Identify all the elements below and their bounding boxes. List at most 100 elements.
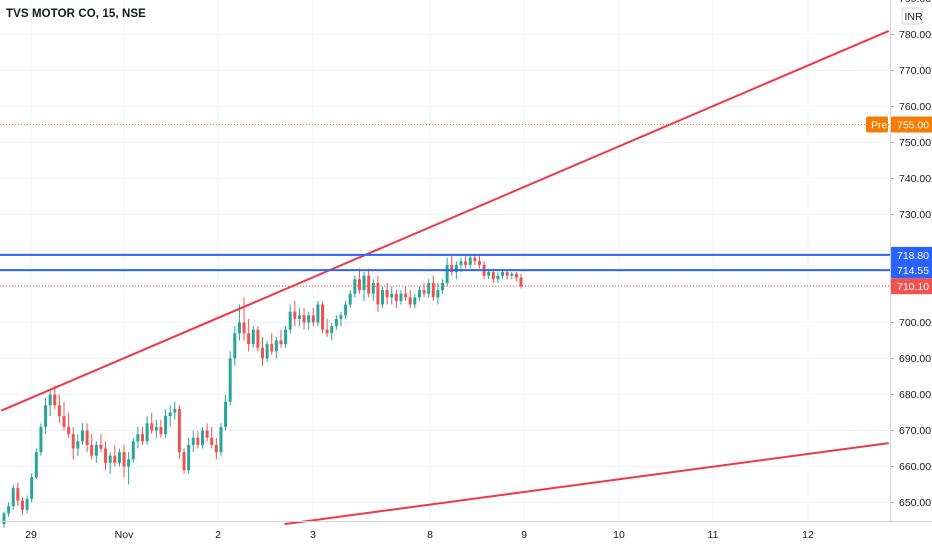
candle-body xyxy=(450,264,454,273)
candle-body xyxy=(265,344,269,359)
y-tick-label: 650.00 xyxy=(899,497,931,509)
candle-body xyxy=(237,322,241,334)
candle-body xyxy=(348,293,352,305)
level-price-tag-bg xyxy=(891,262,932,279)
candle-body xyxy=(293,311,297,319)
candle-body xyxy=(104,448,108,463)
candle-body xyxy=(140,434,144,442)
candle-body xyxy=(76,441,80,449)
candle-body xyxy=(122,452,126,467)
candle-body xyxy=(297,315,301,319)
candle-body xyxy=(154,426,158,431)
candle-body xyxy=(62,416,66,427)
candle-body xyxy=(228,358,232,402)
candle-body xyxy=(53,394,57,406)
candle-body xyxy=(381,290,385,305)
candle-body xyxy=(71,434,75,449)
candle-body xyxy=(514,273,518,278)
trend-line[interactable] xyxy=(284,442,889,526)
x-tick-label: 11 xyxy=(708,529,719,541)
candle-body xyxy=(408,297,412,305)
y-tick-label: 660.00 xyxy=(899,461,931,473)
candle-body xyxy=(145,423,149,442)
candle-body xyxy=(242,322,246,334)
candle-body xyxy=(454,264,458,273)
candles xyxy=(2,254,523,528)
candle-body xyxy=(182,452,186,471)
candle-body xyxy=(168,412,172,417)
premarket-badge-bg xyxy=(866,116,888,133)
candle-body xyxy=(413,297,417,305)
level-price-tag-bg xyxy=(891,246,932,263)
candle-body xyxy=(131,441,135,460)
candle-body xyxy=(334,318,338,327)
candle-body xyxy=(390,293,394,298)
candle-body xyxy=(501,272,505,276)
candle-body xyxy=(491,272,495,280)
candle-body xyxy=(210,437,214,445)
candle-body xyxy=(57,405,61,417)
x-tick-label: 10 xyxy=(613,529,625,541)
premarket-price-tag-bg xyxy=(891,116,932,133)
candle-body xyxy=(224,401,228,427)
candle-body xyxy=(311,315,315,323)
y-tick-label: 760.00 xyxy=(899,101,931,113)
candle-body xyxy=(2,513,6,525)
candle-body xyxy=(376,282,380,305)
candle-body xyxy=(362,275,366,291)
candle-body xyxy=(177,408,181,453)
candle-body xyxy=(422,290,426,294)
candle-body xyxy=(284,329,288,345)
candle-body xyxy=(274,340,278,352)
candle-body xyxy=(431,282,435,298)
candle-body xyxy=(117,452,121,463)
y-tick-label: 750.00 xyxy=(899,137,931,149)
candle-body xyxy=(214,444,218,453)
candle-body xyxy=(67,426,71,435)
y-tick-label: 740.00 xyxy=(899,173,931,185)
candle-body xyxy=(417,290,421,298)
candle-body xyxy=(127,459,131,467)
candle-body xyxy=(404,293,408,298)
candle-body xyxy=(113,455,117,463)
candle-body xyxy=(464,261,468,265)
y-tick-label: 700.00 xyxy=(899,317,931,329)
symbol-title: TVS MOTOR CO, 15, NSE xyxy=(6,8,146,20)
drawings[interactable] xyxy=(0,29,890,526)
currency-button[interactable] xyxy=(901,7,923,25)
candle-body xyxy=(399,293,403,301)
level-price-tag: 718.80 xyxy=(897,250,929,262)
candle-body xyxy=(288,311,292,330)
candle-body xyxy=(173,408,177,413)
candle-body xyxy=(344,304,348,316)
y-tick-label: 790.00 xyxy=(899,0,931,5)
candle-body xyxy=(164,416,168,435)
candle-body xyxy=(496,275,500,280)
premarket-badge: Pre xyxy=(871,120,888,132)
candle-body xyxy=(25,498,29,510)
candle-body xyxy=(487,272,491,276)
x-tick-label: 12 xyxy=(802,529,814,541)
candle-body xyxy=(371,282,375,294)
time-axis[interactable]: 29 Nov 2 3 8 9 10 11 12 xyxy=(0,521,932,542)
level-price-tag: 714.55 xyxy=(897,265,929,277)
candle-body xyxy=(385,290,389,298)
y-tick-label: 770.00 xyxy=(899,65,931,77)
candle-body xyxy=(90,444,94,456)
candle-body xyxy=(436,290,440,298)
candle-body xyxy=(34,452,38,478)
candle-body xyxy=(394,293,398,301)
candle-body xyxy=(279,340,283,345)
price-axis[interactable]: 650.00 660.00 670.00 680.00 690.00 700.00 710.… xyxy=(866,0,932,521)
candle-body xyxy=(7,506,11,514)
x-tick-label: 9 xyxy=(521,529,527,541)
x-tick-label: Nov xyxy=(115,529,134,541)
candle-body xyxy=(256,329,260,348)
candle-body xyxy=(251,329,255,345)
last-price-tag: 710.10 xyxy=(897,281,929,293)
trend-line[interactable] xyxy=(0,29,890,412)
candle-body xyxy=(205,430,209,438)
grid xyxy=(0,0,890,521)
